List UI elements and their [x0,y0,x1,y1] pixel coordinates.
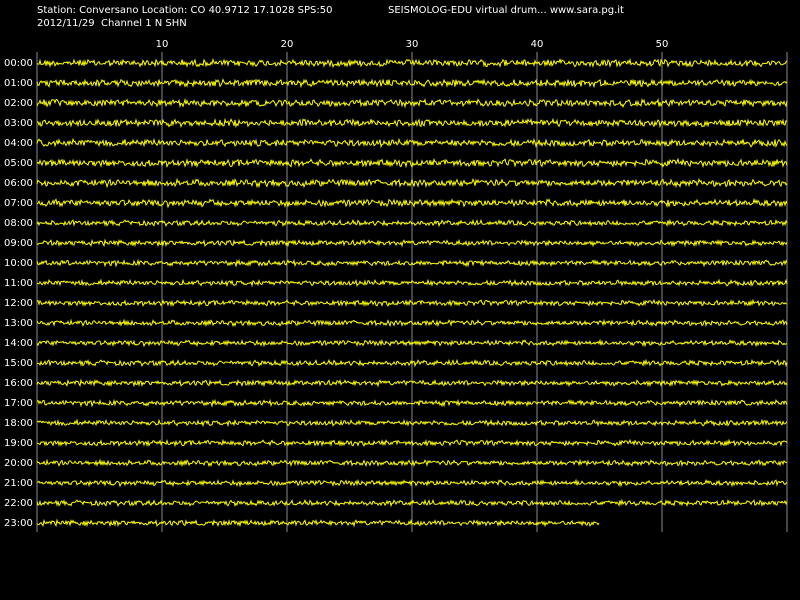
trace [36,278,788,288]
row-label: 12:00 [4,298,33,309]
station-info: Station: Conversano Location: CO 40.9712… [37,5,332,16]
row-label: 11:00 [4,278,33,289]
x-tick-label: 40 [531,39,544,50]
trace [36,398,788,408]
trace [36,97,788,109]
row-label: 10:00 [4,258,33,269]
row-label: 13:00 [4,318,33,329]
trace [36,298,788,308]
row-label: 06:00 [4,178,33,189]
trace [36,498,788,508]
trace [36,258,788,268]
trace [36,378,788,388]
source-info: SEISMOLOG-EDU virtual drum... www.sara.p… [388,5,624,16]
row-label: 21:00 [4,478,33,489]
trace [36,518,600,528]
x-tick-label: 10 [156,39,169,50]
trace [36,238,788,248]
trace [36,338,788,348]
trace [36,318,788,328]
row-label: 08:00 [4,218,33,229]
row-label: 19:00 [4,438,33,449]
trace [36,218,788,228]
row-label: 23:00 [4,518,33,529]
trace [36,57,788,69]
row-label: 09:00 [4,238,33,249]
row-label: 04:00 [4,138,33,149]
row-label: 02:00 [4,98,33,109]
row-label: 17:00 [4,398,33,409]
trace [36,478,788,488]
row-label: 20:00 [4,458,33,469]
trace [36,177,788,189]
x-tick-label: 50 [656,39,669,50]
x-tick-label: 30 [406,39,419,50]
trace [36,137,788,149]
date-channel: 2012/11/29 Channel 1 N SHN [37,18,187,29]
row-label: 22:00 [4,498,33,509]
trace [36,458,788,468]
trace [36,438,788,448]
row-label: 00:00 [4,58,33,69]
row-label: 16:00 [4,378,33,389]
trace [36,358,788,368]
row-label: 15:00 [4,358,33,369]
row-label: 03:00 [4,118,33,129]
trace [36,197,788,209]
row-label: 14:00 [4,338,33,349]
row-label: 07:00 [4,198,33,209]
trace [36,157,788,169]
trace [36,418,788,428]
x-tick-label: 20 [281,39,294,50]
row-label: 01:00 [4,78,33,89]
row-label: 18:00 [4,418,33,429]
row-label: 05:00 [4,158,33,169]
trace [36,117,788,129]
trace [36,78,788,89]
